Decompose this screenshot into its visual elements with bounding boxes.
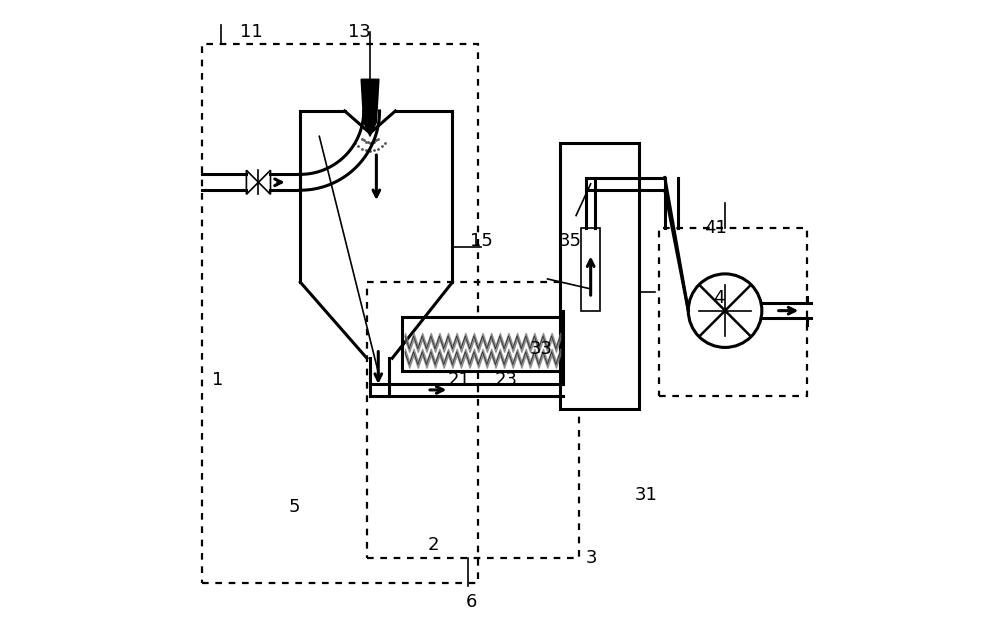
Text: 4: 4 [713,289,724,307]
Bar [367,282,579,558]
Bar [560,143,639,409]
Text: 35: 35 [558,232,581,250]
Polygon shape [246,170,258,194]
Bar [402,317,563,371]
Text: 2: 2 [428,536,439,554]
Text: 1: 1 [212,372,224,389]
Text: 5: 5 [288,498,300,516]
Bar [202,44,478,583]
Text: 21: 21 [447,372,470,389]
Polygon shape [361,79,379,136]
Text: 41: 41 [704,219,727,237]
Polygon shape [258,170,270,194]
Text: 3: 3 [586,549,598,567]
Text: 31: 31 [634,486,657,503]
Bar [581,228,600,311]
Text: 6: 6 [466,593,477,611]
Text: 13: 13 [348,23,371,41]
Text: 33: 33 [530,340,553,358]
Text: 11: 11 [240,23,263,41]
Text: 23: 23 [495,372,518,389]
Bar [658,228,807,396]
Text: 15: 15 [470,232,492,250]
